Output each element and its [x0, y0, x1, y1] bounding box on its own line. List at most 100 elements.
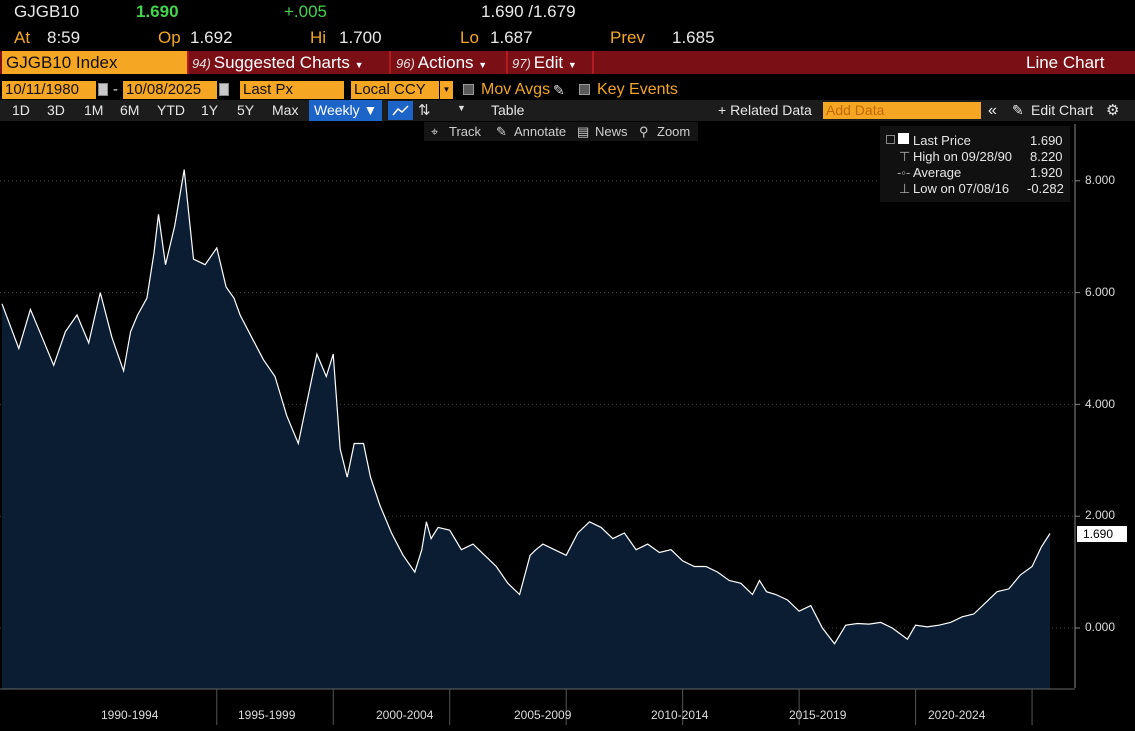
period-1d[interactable]: 1D — [12, 102, 30, 118]
ticker-symbol: GJGB10 — [14, 2, 80, 21]
actions-number: 96) — [396, 56, 415, 71]
at-label: At — [14, 28, 31, 47]
legend-low-label: Low on 07/08/16 — [913, 181, 1010, 196]
period-max[interactable]: Max — [272, 102, 299, 118]
y-tick-label: 0.000 — [1085, 620, 1116, 634]
end-date-field[interactable]: 10/08/2025 — [123, 81, 217, 99]
net-change: +.005 — [284, 2, 328, 21]
chart-type-dropdown-icon[interactable]: ▼ — [457, 103, 466, 113]
high-marker-icon: ⊤ — [899, 149, 911, 164]
related-data-button[interactable]: + Related Data — [718, 102, 812, 118]
last-price: 1.690 — [136, 2, 179, 21]
edit-label: Edit — [533, 53, 564, 72]
collapse-icon[interactable] — [886, 135, 895, 144]
mov-avgs-checkbox[interactable] — [463, 84, 474, 95]
table-button[interactable]: Table — [491, 102, 525, 118]
y-tick-label: 8.000 — [1085, 173, 1116, 187]
calendar-icon[interactable] — [98, 83, 108, 96]
currency-dropdown-icon[interactable]: ▼ — [440, 81, 453, 99]
chart-legend[interactable]: Last Price 1.690 ⊤ High on 09/28/90 8.22… — [880, 126, 1070, 202]
y-tick-label: 6.000 — [1085, 285, 1116, 299]
gear-icon[interactable]: ⚙ — [1106, 102, 1120, 119]
suggested-charts-menu[interactable]: 94) Suggested Charts ▼ — [192, 51, 364, 74]
date-separator: - — [113, 81, 118, 98]
x-tick-label: 1990-1994 — [101, 708, 159, 722]
pencil-icon[interactable]: ✎ — [553, 82, 565, 98]
edit-chart-button[interactable]: Edit Chart — [1031, 102, 1094, 118]
x-tick-label: 2005-2009 — [514, 708, 572, 722]
prev-value: 1.685 — [672, 28, 715, 47]
y-tick-label: 4.000 — [1085, 397, 1116, 411]
high-label: Hi — [310, 28, 327, 47]
chart-type-label[interactable]: Line Chart — [1026, 53, 1105, 72]
x-tick-label: 1995-1999 — [238, 708, 296, 722]
crosshair-icon: ⌖ — [431, 124, 439, 139]
add-data-input[interactable]: Add Data — [823, 102, 981, 119]
zoom-tool[interactable]: Zoom — [657, 124, 691, 139]
pencil-icon: ✎ — [496, 124, 507, 139]
average-marker-icon: -◦- — [897, 165, 911, 180]
suggested-charts-label: Suggested Charts — [213, 53, 350, 72]
line-chart-icon[interactable] — [388, 101, 413, 120]
price-field-select[interactable]: Last Px — [240, 81, 344, 99]
calendar-icon[interactable] — [219, 83, 229, 96]
pencil-icon[interactable]: ✎ — [1012, 102, 1024, 118]
start-date-field[interactable]: 10/11/1980 — [2, 81, 96, 99]
x-tick-label: 2000-2004 — [376, 708, 434, 722]
open-value: 1.692 — [190, 28, 233, 47]
y-tick-label: 2.000 — [1085, 508, 1116, 522]
period-ytd[interactable]: YTD — [157, 102, 185, 118]
news-icon: ▤ — [577, 124, 590, 139]
search-icon: ⚲ — [639, 124, 649, 139]
legend-high-value: 8.220 — [1030, 149, 1063, 164]
prev-label: Prev — [610, 28, 645, 47]
key-events-checkbox[interactable] — [579, 84, 590, 95]
legend-average-label: Average — [913, 165, 962, 180]
last-value-label: 1.690 — [1077, 526, 1127, 542]
legend-last-value: 1.690 — [1030, 133, 1063, 148]
security-field[interactable]: GJGB10 Index — [2, 51, 188, 74]
caret-down-icon: ▼ — [354, 60, 364, 70]
legend-last-label: Last Price — [913, 133, 971, 148]
news-tool[interactable]: News — [595, 124, 628, 139]
suggested-charts-number: 94) — [192, 56, 211, 71]
period-1m[interactable]: 1M — [84, 102, 104, 118]
collapse-icon[interactable]: « — [988, 102, 997, 119]
caret-down-icon: ▼ — [567, 60, 577, 70]
legend-average-value: 1.920 — [1030, 165, 1063, 180]
bid-ask: 1.690 /1.679 — [481, 2, 576, 21]
x-tick-label: 2010-2014 — [651, 708, 709, 722]
track-tool[interactable]: Track — [449, 124, 482, 139]
edit-menu[interactable]: 97) Edit ▼ — [512, 51, 577, 74]
annotate-tool[interactable]: Annotate — [514, 124, 567, 139]
open-label: Op — [158, 28, 181, 47]
at-time: 8:59 — [47, 28, 81, 47]
low-value: 1.687 — [490, 28, 533, 47]
chart-tools-bar — [424, 122, 698, 141]
edit-number: 97) — [512, 56, 531, 71]
price-line — [1, 169, 1051, 645]
currency-select[interactable]: Local CCY — [351, 81, 439, 99]
x-tick-label: 2020-2024 — [928, 708, 986, 722]
series-color-swatch — [898, 133, 909, 144]
caret-down-icon: ▼ — [478, 60, 488, 70]
main-toolbar: GJGB10 Index 94) Suggested Charts ▼ 96) Ac… — [0, 51, 1135, 74]
frequency-select[interactable]: Weekly ▼ — [309, 100, 383, 121]
period-5y[interactable]: 5Y — [237, 102, 255, 118]
actions-menu[interactable]: 96) Actions ▼ — [396, 51, 487, 74]
price-area — [2, 169, 1050, 690]
x-tick-label: 2015-2019 — [789, 708, 847, 722]
high-value: 1.700 — [339, 28, 382, 47]
period-3d[interactable]: 3D — [47, 102, 65, 118]
period-6m[interactable]: 6M — [120, 102, 140, 118]
period-1y[interactable]: 1Y — [201, 102, 219, 118]
legend-high-label: High on 09/28/90 — [913, 149, 1013, 164]
actions-label: Actions — [417, 53, 474, 72]
low-label: Lo — [460, 28, 479, 47]
legend-low-value: -0.282 — [1027, 181, 1064, 196]
mov-avgs-label[interactable]: Mov Avgs — [481, 81, 551, 98]
low-marker-icon: ⊥ — [899, 181, 911, 196]
key-events-label[interactable]: Key Events — [597, 81, 678, 98]
bar-chart-icon[interactable]: ⇅ — [418, 102, 431, 119]
